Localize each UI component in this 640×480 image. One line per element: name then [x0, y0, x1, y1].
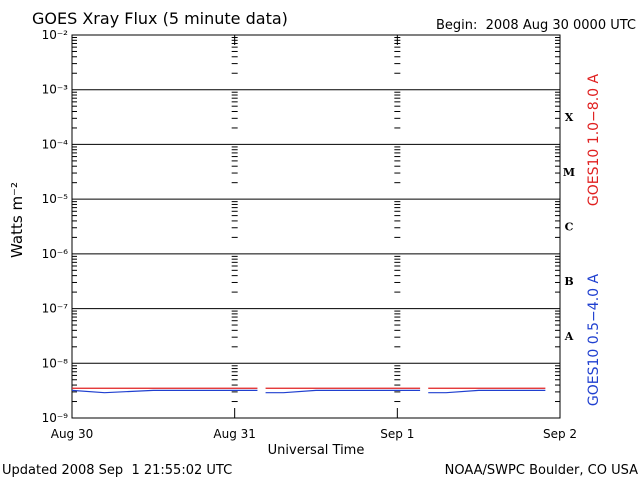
legend-entry: GOES10 1.0−8.0 A [586, 74, 602, 207]
flare-class: A [564, 330, 574, 343]
y-tick-label: 10⁻⁹ [42, 411, 69, 425]
y-tick-label: 10⁻⁶ [42, 247, 69, 261]
chart-title: GOES Xray Flux (5 minute data) [32, 9, 288, 28]
y-tick-label: 10⁻⁸ [42, 356, 69, 370]
footer-right: NOAA/SWPC Boulder, CO USA [445, 463, 638, 478]
x-tick-label: Sep 1 [380, 427, 414, 441]
flare-class: X [565, 111, 574, 124]
y-tick-label: 10⁻⁴ [42, 137, 69, 151]
flare-class: B [564, 275, 573, 288]
y-tick-label: 10⁻⁵ [42, 192, 69, 206]
y-tick-label: 10⁻³ [42, 83, 69, 97]
y-tick-label: 10⁻² [42, 28, 69, 42]
x-axis-label: Universal Time [268, 443, 365, 458]
series-line [265, 389, 421, 394]
begin-label: Begin: 2008 Aug 30 0000 UTC [436, 18, 636, 33]
x-tick-label: Sep 2 [543, 427, 577, 441]
y-tick-label: 10⁻⁷ [42, 302, 69, 316]
legend-entry: GOES10 0.5−4.0 A [586, 274, 602, 407]
x-tick-label: Aug 31 [213, 427, 256, 441]
series-line [428, 389, 546, 394]
footer-left: Updated 2008 Sep 1 21:55:02 UTC [2, 463, 232, 478]
plot-frame [71, 34, 561, 419]
y-axis-label: Watts m⁻² [8, 182, 26, 258]
flare-class: C [565, 221, 574, 234]
series-line [71, 389, 258, 394]
x-tick-label: Aug 30 [51, 427, 94, 441]
flare-class: M [563, 166, 575, 179]
